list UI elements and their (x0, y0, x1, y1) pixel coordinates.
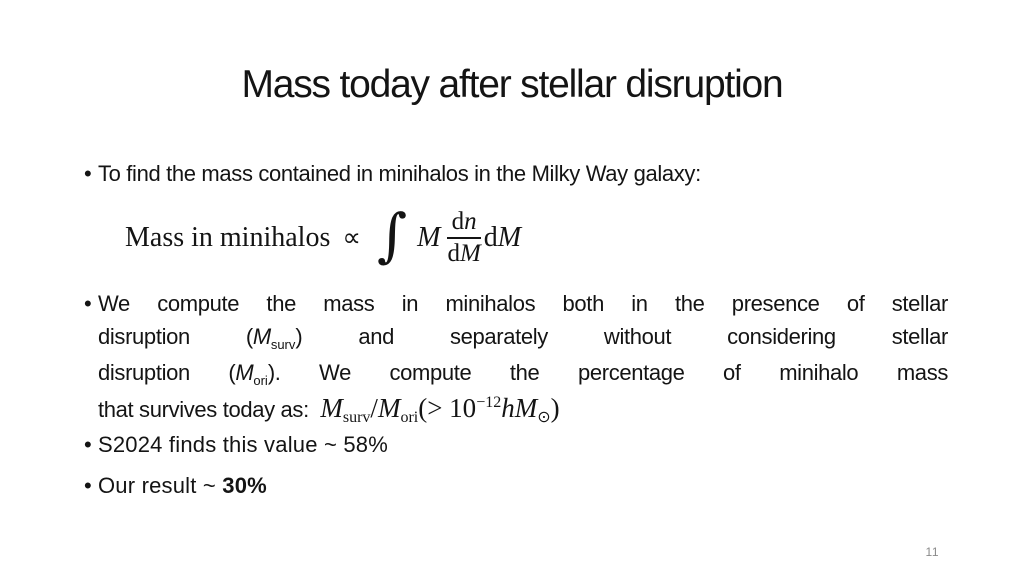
text-segment: M (377, 393, 401, 423)
text-line: that survives today as: Msurv/Mori(> 10−… (98, 392, 948, 429)
differential-d: d (483, 222, 498, 253)
bullet-find-mass: • To find the mass contained in minihalo… (84, 157, 701, 190)
text-line: Our result ~ 30% (98, 469, 267, 502)
bullet-s2024-result-text: S2024 finds this value ~ 58% (98, 428, 388, 461)
text-segment: We compute the mass in minihalos both in… (98, 291, 948, 316)
text-segment: ⊙ (537, 409, 551, 426)
formula-prefix: Mass in minihalos (125, 222, 331, 253)
variable-M: M (497, 222, 522, 253)
text-segment: h (501, 393, 515, 423)
page-number: 11 (925, 545, 939, 559)
text-segment: 30% (222, 473, 267, 498)
bullet-compute-mass-text: We compute the mass in minihalos both in… (98, 287, 948, 429)
slide-title: Mass today after stellar disruption (241, 63, 783, 106)
text-line: disruption (Msurv) and separately withou… (98, 320, 948, 356)
text-segment: ) and separately without considering ste… (295, 324, 948, 349)
bullet-dot: • (84, 432, 92, 457)
bullet-dot: • (84, 161, 92, 186)
text-segment: M (514, 393, 538, 423)
text-segment: −12 (476, 394, 502, 411)
text-line: We compute the mass in minihalos both in… (98, 287, 948, 320)
text-segment: Our result ~ (98, 473, 223, 498)
text-line: disruption (Mori). We compute the percen… (98, 356, 948, 392)
formula-mass-in-minihalos: Mass in minihalos ∝ ∫ M dn dM dM (125, 198, 521, 278)
text-segment: surv (342, 409, 371, 426)
text-segment: S2024 finds this value ~ 58% (98, 432, 388, 457)
bullet-dot: • (84, 291, 92, 316)
bullet-s2024-result: • S2024 finds this value ~ 58% (84, 428, 388, 461)
variable-n: n (464, 208, 477, 235)
text-segment: M (235, 360, 254, 385)
text-line: S2024 finds this value ~ 58% (98, 428, 388, 461)
bullet-dot: • (84, 473, 92, 498)
fraction-denominator: dM (447, 239, 480, 268)
text-segment: M (252, 324, 271, 349)
variable-M: M (459, 240, 481, 267)
text-segment: that survives today as: (98, 397, 321, 422)
text-segment: ) (550, 393, 560, 423)
text-segment: surv (270, 337, 296, 352)
fraction-numerator: dn (447, 208, 481, 239)
differential-d: d (447, 240, 460, 267)
bullet-our-result-text: Our result ~ 30% (98, 469, 267, 502)
formula-integrand: M (417, 222, 441, 253)
formula-fraction-dn-dM: dn dM (447, 208, 481, 268)
text-segment: ). We compute the percentage of minihalo… (267, 360, 949, 385)
bullet-find-mass-text: To find the mass contained in minihalos … (98, 157, 701, 190)
proportional-to-symbol: ∝ (342, 223, 361, 252)
text-segment: disruption ( (98, 324, 253, 349)
text-segment: M (320, 393, 343, 423)
text-segment: To find the mass contained in minihalos … (98, 161, 701, 186)
bullet-our-result: • Our result ~ 30% (84, 469, 267, 502)
formula-differential-dM: dM (484, 222, 521, 254)
integral-symbol: ∫ (376, 201, 408, 269)
text-segment: ori (400, 409, 419, 426)
text-segment: / (370, 393, 378, 423)
text-segment: disruption ( (98, 360, 236, 385)
text-segment: (> 10 (418, 393, 477, 423)
text-segment: ori (253, 373, 268, 388)
differential-d: d (451, 208, 465, 235)
text-line: To find the mass contained in minihalos … (98, 157, 701, 190)
bullet-compute-mass: • We compute the mass in minihalos both … (84, 287, 948, 429)
